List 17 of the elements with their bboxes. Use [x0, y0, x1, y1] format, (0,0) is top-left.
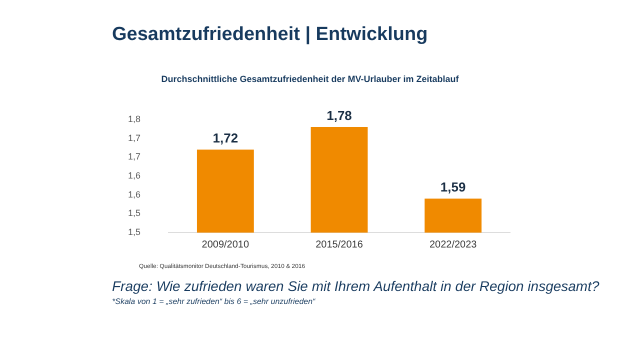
data-label: 1,78	[326, 108, 352, 124]
data-label: 1,59	[440, 180, 466, 195]
y-tick-label: 1,5	[128, 208, 141, 218]
y-tick-label: 1,8	[128, 114, 141, 124]
x-tick-label: 2015/2016	[316, 239, 364, 250]
text: *Skala von 1 = „sehr zufrieden“ bis 6 = „sehr unzufrieden“	[112, 297, 316, 306]
chart-title: Gesamtzufriedenheit | Entwicklung	[112, 24, 428, 46]
data-label: 1,72	[212, 130, 238, 146]
chart-subtitle: Durchschnittliche Gesamtzufriedenheit der MV-Urlauber im Zeitablauf	[160, 74, 460, 84]
y-tick-label: 1,6	[128, 189, 141, 200]
y-tick-label: 1,7	[128, 152, 141, 162]
x-tick-label: 2022/2023	[429, 239, 478, 250]
y-tick-label: 1,6	[128, 170, 141, 180]
y-tick-label: 1,7	[128, 132, 141, 143]
x-tick-label: 2009/2010	[202, 239, 250, 250]
text: Frage: Wie zufrieden waren Sie mit Ihrem Aufenthalt in der Region insgesamt?	[112, 278, 600, 294]
y-tick-label: 1,5	[128, 227, 141, 238]
